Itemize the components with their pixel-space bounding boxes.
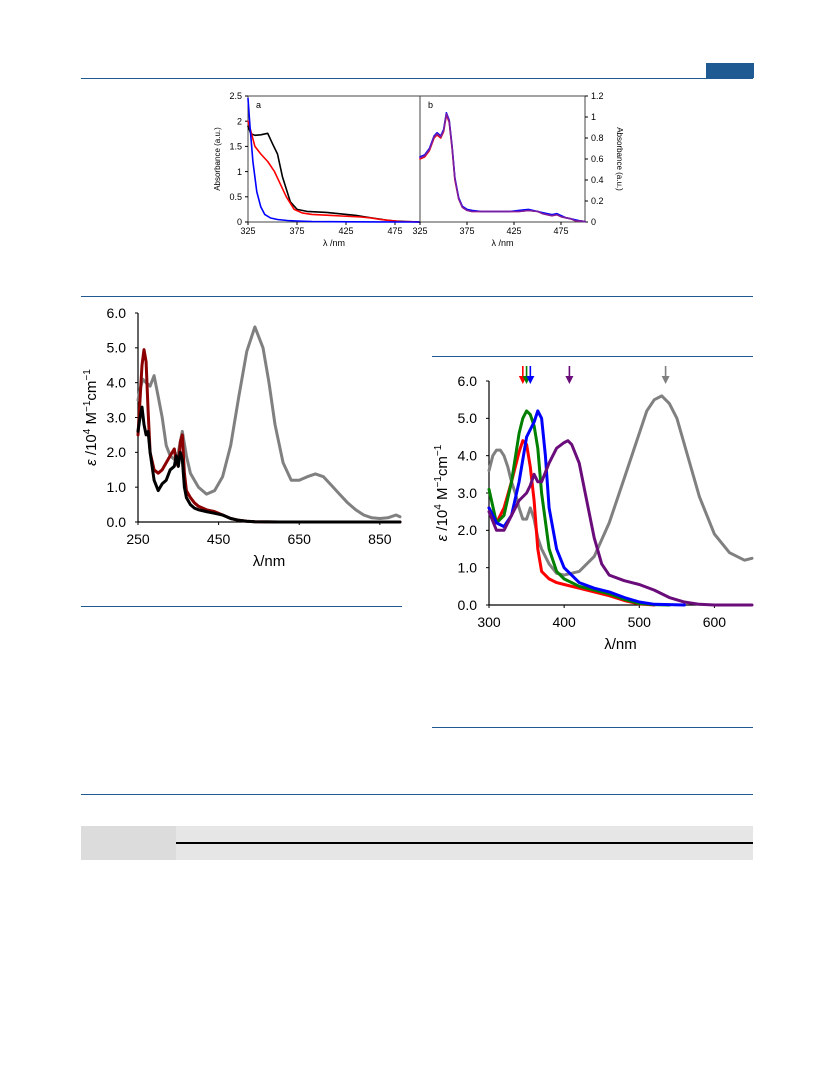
top-b-xtick-label: 475 [553, 226, 568, 236]
mid-left-xtick-label: 450 [207, 531, 231, 547]
top-a-ytick-label: 1 [237, 167, 242, 177]
mid-left-ytick-label: 6.0 [107, 305, 127, 321]
top-a-ytick-label: 2.5 [229, 91, 242, 101]
mid-left-ylabel: ε /104 M−1cm−1 [82, 369, 100, 466]
mid-right-arrow-head-3 [565, 376, 574, 384]
mid-right-xtick-label: 500 [628, 614, 652, 630]
top-b-series-line-2 [419, 113, 586, 223]
top-b-ytick-label: 1.2 [591, 91, 604, 101]
mid-right-ylabel-part: 4 [433, 504, 444, 510]
mid-right-ytick-label: 3.0 [458, 485, 478, 501]
top-a-series-line-0 [247, 125, 421, 223]
mid-left-ytick-label: 3.0 [107, 409, 127, 425]
mid-left-xtick-label: 250 [126, 531, 150, 547]
top-a-series-line-2 [247, 97, 421, 223]
mid-left-xtick-label: 850 [368, 531, 392, 547]
mid-right-ytick-label: 2.0 [458, 522, 478, 538]
top-a-ylabel: Absorbance (a.u.) [213, 127, 222, 191]
mid-right-xlabel: λ/nm [604, 636, 637, 653]
mid-left-ytick-label: 5.0 [107, 340, 127, 356]
mid-right-ylabel: ε /104 M−1cm−1 [433, 444, 451, 541]
mid-right-ytick-label: 4.0 [458, 448, 478, 464]
top-b-ytick-label: 0.8 [591, 133, 604, 143]
mid-right-ylabel-part: −1 [433, 444, 444, 456]
mid-left-series-line-0 [136, 325, 402, 520]
mid-left-series-line-2 [136, 405, 402, 524]
top-b-panel-label: b [428, 100, 433, 110]
mid-left-ytick-label: 4.0 [107, 375, 127, 391]
mid-right-series-line-3 [487, 409, 686, 607]
top-a-ytick-label: 0.5 [229, 192, 242, 202]
top-a-ytick-label: 0 [237, 217, 242, 227]
mid-right-ylabel-part: cm [434, 456, 451, 476]
top-b-ytick-label: 0 [591, 217, 596, 227]
mid-right-series-line-4 [487, 439, 754, 607]
figure-rule-right-top [432, 356, 753, 357]
figure-rule-left-bottom [81, 606, 402, 607]
mid-left-ytick-label: 2.0 [107, 444, 127, 460]
mid-left-ylabel-part: 4 [82, 428, 93, 434]
top-a-panel-label: a [256, 100, 261, 110]
mid-right-xtick-label: 600 [703, 614, 727, 630]
section-rule [81, 296, 753, 297]
table-header-cell [81, 826, 176, 860]
top-a-xtick-label: 375 [289, 226, 304, 236]
mid-left-ylabel-part: cm [83, 381, 100, 401]
top-b-ytick-label: 0.6 [591, 154, 604, 164]
mid-right-arrow-head-4 [661, 376, 670, 384]
mid-left-ylabel-part: −1 [82, 400, 93, 412]
top-b-ytick-label: 0.2 [591, 196, 604, 206]
mid-left-ytick-label: 1.0 [107, 479, 127, 495]
top-b-ylabel: Absorbance (a.u.) [615, 127, 624, 191]
mid-left-ylabel-part: ε [83, 459, 100, 466]
top-a-xtick-label: 325 [240, 226, 255, 236]
header-tab [706, 63, 754, 78]
mid-left-xlabel: λ/nm [253, 553, 286, 570]
figure-rule-right-bottom [432, 727, 753, 728]
mid-left-ylabel-part: M [83, 412, 100, 429]
top-a-frame [247, 95, 421, 223]
mid-right-series-line-0 [487, 394, 754, 577]
mid-right-xtick-label: 300 [477, 614, 501, 630]
mid-right-ylabel-part: M [434, 487, 451, 504]
top-b-xlabel: λ /nm [491, 238, 513, 248]
top-a-series-line-1 [247, 120, 421, 223]
mid-right-ytick-label: 0.0 [458, 597, 478, 613]
mid-left-ylabel-part: −1 [82, 369, 93, 381]
section-rule-bottom [81, 794, 753, 795]
top-b-xtick-label: 425 [506, 226, 521, 236]
top-b-ytick-label: 0.4 [591, 175, 604, 185]
header-rule [81, 78, 753, 79]
top-b-ytick-label: 1 [591, 112, 596, 122]
mid-left-ytick-label: 0.0 [107, 514, 127, 530]
top-b-series-line-0 [419, 114, 586, 223]
top-a-xlabel: λ /nm [323, 238, 345, 248]
mid-right-series-line-2 [487, 409, 671, 607]
mid-right-ylabel-part: −1 [433, 476, 444, 488]
top-a-ytick-label: 1.5 [229, 142, 242, 152]
mid-left-xtick-label: 650 [288, 531, 312, 547]
mid-right-ylabel-part: ε [434, 534, 451, 541]
top-b-frame [419, 95, 586, 223]
top-b-xtick-label: 325 [412, 226, 427, 236]
mid-right-ylabel-part: /10 [434, 510, 451, 535]
top-a-xtick-label: 425 [338, 226, 353, 236]
mid-right-ytick-label: 5.0 [458, 410, 478, 426]
top-a-xtick-label: 475 [387, 226, 402, 236]
mid-left-ylabel-part: /10 [83, 434, 100, 459]
mid-right-arrow-head-2 [526, 376, 535, 384]
top-b-xtick-label: 375 [459, 226, 474, 236]
mid-right-xtick-label: 400 [552, 614, 576, 630]
table-header-rule [176, 842, 753, 844]
mid-right-ytick-label: 1.0 [458, 560, 478, 576]
top-a-ytick-label: 2 [237, 116, 242, 126]
mid-right-ytick-label: 6.0 [458, 373, 478, 389]
